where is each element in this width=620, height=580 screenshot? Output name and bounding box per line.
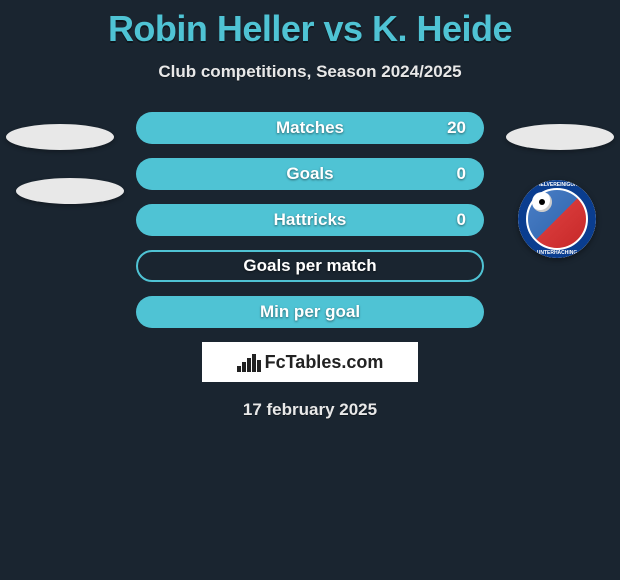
stat-label: Matches [276,118,344,138]
stat-bar: Goals per match [136,250,484,282]
stat-label: Goals [286,164,333,184]
player-left-avatar-placeholder-1 [6,124,114,150]
logo-text: FcTables.com [265,352,384,373]
stat-value: 20 [447,118,466,138]
stat-row: Min per goal [0,296,620,328]
player-left-avatar-placeholder-2 [16,178,124,204]
season-subtitle: Club competitions, Season 2024/2025 [0,62,620,82]
footer-date: 17 february 2025 [0,400,620,420]
fctables-logo[interactable]: FcTables.com [202,342,418,382]
stat-bar: Min per goal [136,296,484,328]
stat-label: Hattricks [274,210,347,230]
badge-text-top: SPIELVEREINIGUNG [518,182,596,188]
stat-bar: Matches 20 [136,112,484,144]
stat-value: 0 [457,164,466,184]
player-right-avatar-placeholder-1 [506,124,614,150]
bar-chart-icon [237,352,261,372]
stat-label: Min per goal [260,302,360,322]
stat-label: Goals per match [243,256,376,276]
stat-value: 0 [457,210,466,230]
club-badge-icon: SPIELVEREINIGUNG UNTERHACHING [518,180,596,258]
badge-text-bottom: UNTERHACHING [518,250,596,256]
page-title: Robin Heller vs K. Heide [0,0,620,50]
stat-bar: Goals 0 [136,158,484,190]
stat-bar: Hattricks 0 [136,204,484,236]
